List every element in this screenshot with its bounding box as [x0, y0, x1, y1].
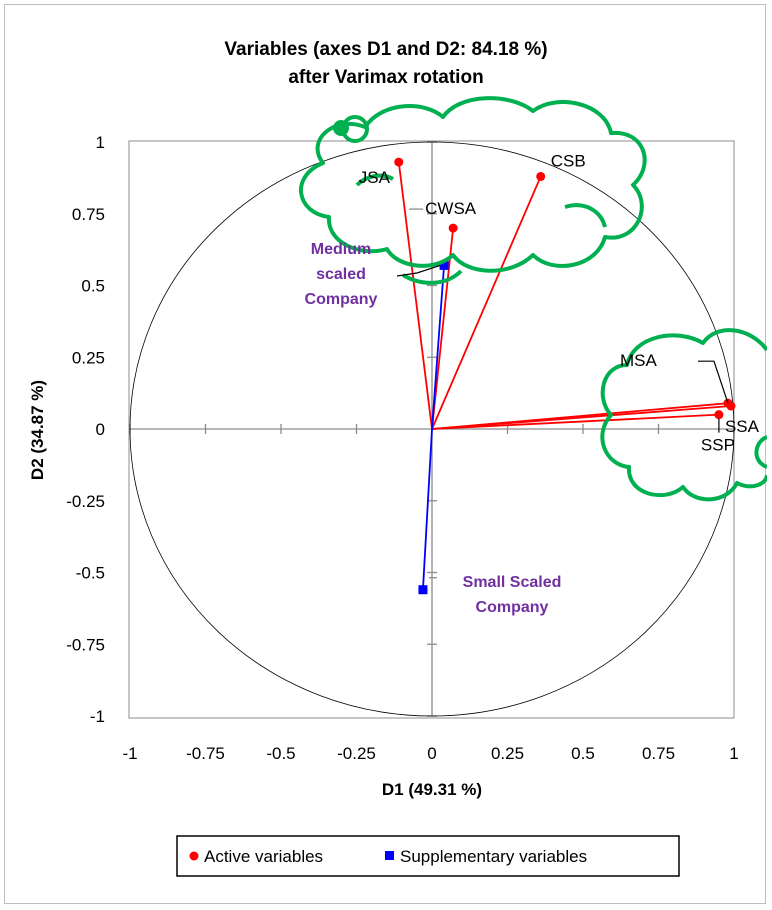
y-tick-label: 1 — [96, 133, 105, 152]
supplementary-label-line: Medium — [311, 241, 371, 258]
active-point-ssa — [726, 401, 736, 411]
active-point-csb — [536, 171, 546, 181]
label-jsa: JSA — [359, 168, 391, 187]
right-cloud-edge-bubble — [754, 435, 767, 469]
x-tick-label: 0.25 — [491, 744, 524, 763]
upper-cloud-inner-arc — [355, 173, 395, 187]
unit-circle — [129, 141, 735, 717]
legend-active-marker — [189, 851, 199, 861]
supplementary-leader — [396, 264, 441, 277]
chart-title: Variables (axes D1 and D2: 84.18 %) — [224, 39, 547, 60]
chart-subtitle: after Varimax rotation — [288, 67, 483, 88]
active-vector-jsa — [397, 161, 433, 430]
y-tick-label: -1 — [90, 707, 105, 726]
label-leader-msa — [697, 360, 729, 404]
supplementary-label-line: Small Scaled — [463, 574, 562, 591]
correlation-circle — [129, 141, 735, 717]
y-tick-label: -0.75 — [66, 635, 105, 654]
x-tick-label: 1 — [729, 744, 738, 763]
x-tick-label: -0.5 — [266, 744, 295, 763]
label-ssa: SSA — [725, 417, 760, 436]
y-tick-label: 0.25 — [72, 348, 105, 367]
upper-cloud-inner-arc — [401, 269, 463, 285]
upper-cloud-inner-arc — [564, 203, 607, 228]
label-cwsa: CWSA — [425, 199, 477, 218]
y-tick-label: 0 — [96, 420, 105, 439]
supplementary-label-line: scaled — [316, 266, 366, 283]
supplementary-label-line: Company — [305, 291, 378, 308]
y-tick-label: -0.5 — [76, 564, 105, 583]
label-msa: MSA — [620, 351, 658, 370]
x-tick-label: 0.5 — [571, 744, 595, 763]
upper-cloud — [298, 96, 647, 273]
supplementary-point — [418, 585, 428, 595]
x-tick-label: -0.25 — [337, 744, 376, 763]
legend-supplementary-label: Supplementary variables — [400, 847, 587, 866]
x-tick-label: 0 — [427, 744, 436, 763]
axes: -1 -0.75 -0.5 -0.25 0 0.25 0.5 0.75 1 1 0.75 0.5 0.2… — [66, 133, 738, 763]
variables-chart: Variables (axes D1 and D2: 84.18 %) afte… — [28, 39, 767, 877]
active-point-ssp — [714, 410, 724, 420]
legend-box — [176, 835, 680, 877]
label-csb: CSB — [551, 151, 586, 170]
label-ssp: SSP — [701, 436, 735, 455]
legend: Active variables Supplementary variables — [176, 835, 680, 877]
legend-supplementary-marker — [385, 851, 394, 860]
x-axis-label: D1 (49.31 %) — [382, 780, 482, 799]
x-tick-label: 0.75 — [642, 744, 675, 763]
active-vector-ssa — [431, 405, 732, 430]
x-tick-label: -1 — [122, 744, 137, 763]
active-vector-csb — [431, 176, 542, 430]
chart-frame: Variables (axes D1 and D2: 84.18 %) afte… — [4, 4, 767, 904]
active-point-jsa — [394, 157, 404, 167]
supplementary-vector — [431, 265, 445, 430]
active-vector-ssp — [431, 413, 719, 430]
y-tick-label: -0.25 — [66, 492, 105, 511]
cloud-bubble — [341, 115, 369, 143]
variable-vectors — [394, 157, 736, 595]
x-tick-label: -0.75 — [186, 744, 225, 763]
right-cloud — [600, 328, 767, 502]
y-tick-label: 0.75 — [72, 205, 105, 224]
active-point-cwsa — [448, 223, 458, 233]
y-axis-label: D2 (34.87 %) — [28, 380, 47, 480]
active-vector-cwsa — [431, 228, 455, 430]
legend-active-label: Active variables — [204, 847, 323, 866]
supplementary-point — [439, 260, 449, 270]
highlight-clouds — [298, 96, 767, 502]
y-tick-label: 0.5 — [81, 277, 105, 296]
supplementary-vector — [422, 428, 433, 590]
supplementary-label-line: Company — [476, 599, 549, 616]
